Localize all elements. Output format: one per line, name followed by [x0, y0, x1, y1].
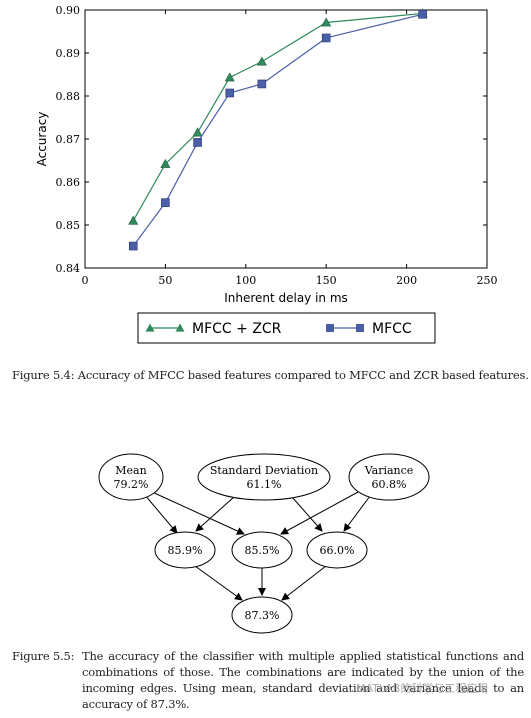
chart-svg: 0 50 100 150 200 250 0.84 0.85 0.86 0.87 0.88 0.89 0… — [35, 4, 498, 344]
series-line-mfcc — [132, 13, 423, 247]
x-tick-label: 50 — [158, 274, 172, 287]
y-tick-label: 0.84 — [56, 262, 81, 275]
y-tick-label: 0.85 — [56, 219, 81, 232]
y-tick-label: 0.87 — [56, 133, 81, 146]
point-mfcc — [193, 138, 202, 147]
x-axis-label: Inherent delay in ms — [224, 291, 348, 305]
figure-5-5-label: Figure 5.5: — [12, 649, 75, 663]
combination-graph: Mean 79.2% Standard Deviation 61.1% Vari… — [0, 445, 531, 635]
y-tick-label: 0.86 — [56, 176, 81, 189]
watermark: MATLAB的科学与工程应用 — [356, 682, 489, 695]
y-tick-label: 0.88 — [56, 90, 81, 103]
x-tick-label: 250 — [477, 274, 498, 287]
x-tick-label: 100 — [235, 274, 256, 287]
figure-5-4-caption: Figure 5.4: Accuracy of MFCC based featu… — [12, 368, 529, 382]
series-line-mfcc-zcr — [132, 12, 423, 221]
node-std-value: 61.1% — [247, 478, 282, 491]
point-mfcc — [225, 88, 235, 98]
y-axis-label: Accuracy — [35, 112, 49, 167]
legend-marker-mfcc-zcr — [175, 323, 185, 332]
point-mfcc — [321, 33, 331, 43]
legend-label-mfcc: MFCC — [372, 321, 412, 337]
graph-svg: Mean 79.2% Standard Deviation 61.1% Vari… — [98, 453, 430, 634]
y-tick-label: 0.89 — [56, 47, 81, 60]
figure-5-5-text: The accuracy of the classifier with mult… — [82, 649, 524, 711]
figure-5-5-caption: Figure 5.5: The accuracy of the classifi… — [12, 648, 524, 712]
point-mfcc — [161, 198, 170, 207]
legend-marker-mfcc — [356, 324, 364, 332]
y-tick-label: 0.90 — [56, 4, 81, 17]
edge-mean-c2 — [149, 490, 245, 535]
edge-c1-all — [194, 565, 243, 601]
point-mfcc-zcr — [224, 72, 235, 82]
node-variance — [348, 453, 430, 501]
point-mfcc-zcr — [160, 158, 171, 168]
legend-box — [137, 312, 436, 344]
point-mfcc-zcr — [321, 17, 332, 27]
node-mean-value: 79.2% — [114, 478, 149, 491]
accuracy-line-chart: 0 50 100 150 200 250 0.84 0.85 0.86 0.87 0.88 0.89 0… — [0, 0, 531, 350]
node-combo-2 — [231, 531, 293, 569]
point-mfcc — [128, 241, 138, 251]
node-standard-deviation — [197, 453, 331, 501]
node-combo-1 — [154, 531, 216, 569]
node-std-name: Standard Deviation — [210, 464, 318, 477]
point-mfcc — [257, 79, 267, 89]
x-tick-label: 200 — [396, 274, 417, 287]
node-mean — [98, 453, 164, 501]
node-var-value: 60.8% — [372, 478, 407, 491]
node-all-value: 87.3% — [245, 609, 280, 622]
node-all — [231, 596, 293, 634]
node-combo-3-value: 66.0% — [320, 544, 355, 557]
node-combo-1-value: 85.9% — [168, 544, 203, 557]
legend-marker-mfcc-zcr — [145, 323, 155, 332]
point-mfcc — [418, 10, 427, 19]
x-tick-label: 150 — [316, 274, 337, 287]
node-mean-name: Mean — [115, 464, 146, 477]
edge-mean-c1 — [143, 493, 178, 534]
point-mfcc-zcr — [256, 56, 267, 66]
node-var-name: Variance — [364, 464, 414, 477]
edge-var-c3 — [343, 495, 371, 532]
node-combo-3 — [306, 531, 368, 569]
edge-std-c3 — [291, 496, 323, 532]
point-mfcc-zcr — [128, 215, 139, 225]
legend-label-mfcc-zcr: MFCC + ZCR — [192, 321, 282, 337]
edge-std-c1 — [195, 496, 235, 532]
x-tick-label: 0 — [82, 274, 89, 287]
node-combo-2-value: 85.5% — [245, 544, 280, 557]
point-mfcc-zcr — [192, 127, 203, 137]
legend-marker-mfcc — [326, 324, 334, 332]
edge-c3-all — [281, 565, 327, 601]
edge-var-c2 — [280, 491, 359, 535]
